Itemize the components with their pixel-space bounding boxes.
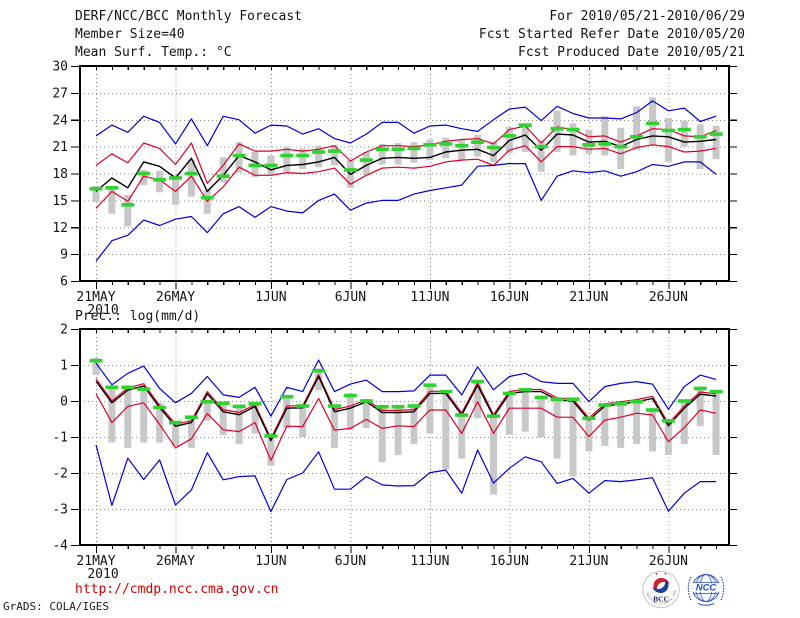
y-tick-label: -1: [52, 431, 68, 446]
climatology-dash: [89, 358, 723, 438]
y-tick-label: -4: [52, 539, 68, 554]
bcc-star-icon: [655, 572, 658, 575]
y-tick-label: 24: [52, 113, 68, 128]
y-tick-label: 30: [52, 60, 68, 75]
y-tick-label: 27: [52, 86, 68, 101]
lower-spread-line: [95, 144, 717, 209]
lower-spread-line: [95, 393, 717, 461]
x-tick-label: 26JUN: [649, 554, 688, 569]
x-tick-label: 6JUN: [335, 554, 366, 569]
y-tick-label: 18: [52, 167, 68, 182]
y-tick-label: -3: [52, 503, 68, 518]
x-tick-label: 11JUN: [410, 290, 449, 305]
tick-marks: [71, 328, 737, 553]
refer-date: Fcst Started Refer Date 2010/05/20: [478, 27, 745, 42]
x-tick-year-label: 2010: [87, 567, 118, 582]
x-tick-label: 16JUN: [490, 290, 529, 305]
x-tick-label: 11JUN: [410, 554, 449, 569]
ncc-logo: NCC: [687, 574, 725, 606]
produced-date: Fcst Produced Date 2010/05/21: [518, 45, 745, 60]
y-tick-label: 15: [52, 194, 68, 209]
upper-spread-line: [95, 374, 717, 439]
x-tick-label: 21MAY: [76, 554, 115, 569]
x-tick-label: 26JUN: [649, 290, 688, 305]
y-tick-label: 0: [60, 395, 68, 410]
x-tick-label: 16JUN: [490, 554, 529, 569]
x-tick-label: 21JUN: [569, 290, 608, 305]
ensemble-min-line: [95, 161, 717, 262]
bcc-swirl-icon: [652, 577, 670, 594]
x-tick-label: 26MAY: [156, 554, 195, 569]
prec-panel-title: Prec.: log(mm/d): [75, 309, 201, 324]
y-tick-label: 2: [60, 323, 68, 338]
source-url: http://cmdp.ncc.cma.gov.cn: [75, 582, 279, 597]
x-tick-label: 26MAY: [156, 290, 195, 305]
bcc-star-icon: [664, 572, 667, 575]
x-tick-label: 21JUN: [569, 554, 608, 569]
temp-panel-title: Mean Surf. Temp.: °C: [75, 45, 232, 60]
y-tick-label: 1: [60, 359, 68, 374]
y-tick-label: 12: [52, 221, 68, 236]
climatology-dash: [89, 121, 723, 207]
ncc-logo-label: NCC: [696, 582, 717, 593]
y-tick-label: -2: [52, 467, 68, 482]
x-tick-label: 1JUN: [255, 290, 286, 305]
x-tick-label: 21MAY: [76, 290, 115, 305]
grads-credit: GrADS: COLA/IGES: [3, 600, 109, 613]
forecast-period: For 2010/05/21-2010/06/29: [549, 9, 745, 24]
bcc-logo-label: BCC: [653, 595, 669, 604]
y-tick-label: 6: [60, 275, 68, 290]
app-title: DERF/NCC/BCC Monthly Forecast: [75, 9, 302, 24]
ensemble-min-line: [95, 444, 717, 513]
ncc-band: [692, 583, 720, 592]
y-tick-label: 21: [52, 140, 68, 155]
ensemble-max-line: [95, 100, 717, 147]
x-tick-label: 1JUN: [255, 554, 286, 569]
member-size-label: Member Size=40: [75, 27, 185, 42]
x-tick-year-label: 2010: [87, 303, 118, 318]
x-tick-label: 6JUN: [335, 290, 366, 305]
tick-marks: [71, 65, 737, 289]
bcc-logo: BCC BEIJING CLIMATE CENTER: [641, 570, 680, 609]
ensemble-mean-line: [95, 375, 717, 442]
climatology-range: [92, 357, 720, 495]
ensemble-mean-line: [95, 133, 717, 193]
upper-spread-line: [95, 125, 717, 184]
ensemble-max-line: [95, 359, 717, 417]
y-tick-label: 9: [60, 248, 68, 263]
